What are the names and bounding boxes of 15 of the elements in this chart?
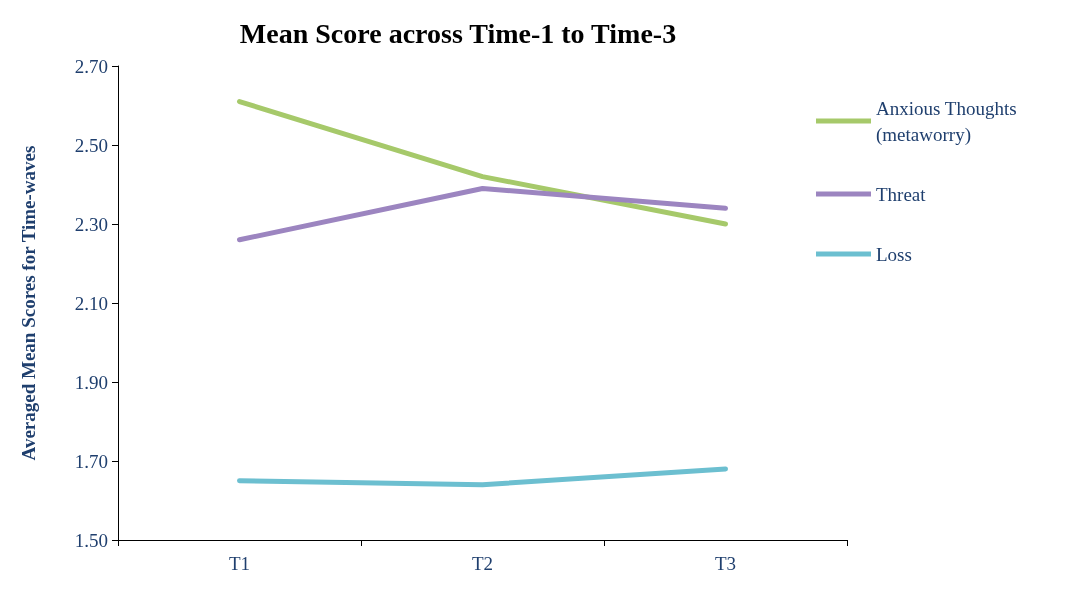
legend-label: Anxious Thoughts (metaworry) <box>876 97 1022 146</box>
legend-label: Loss <box>876 243 912 265</box>
x-tick-label: T2 <box>471 553 494 574</box>
y-axis-title: Averaged Mean Scores for Time-waves <box>18 145 39 461</box>
legend-label: Threat <box>876 183 927 205</box>
x-tick-label: T1 <box>228 553 251 574</box>
y-tick-label: 2.30 <box>74 213 108 235</box>
chart-title: Mean Score across Time-1 to Time-3 <box>239 17 677 49</box>
y-tick-label: 2.70 <box>74 55 108 77</box>
y-tick-label: 1.90 <box>74 371 108 393</box>
y-tick-label: 1.70 <box>74 450 108 472</box>
y-tick-label: 1.50 <box>74 529 108 551</box>
y-tick-label: 2.10 <box>74 292 108 314</box>
x-tick-label: T3 <box>714 553 737 574</box>
y-tick-label: 2.50 <box>74 134 108 156</box>
